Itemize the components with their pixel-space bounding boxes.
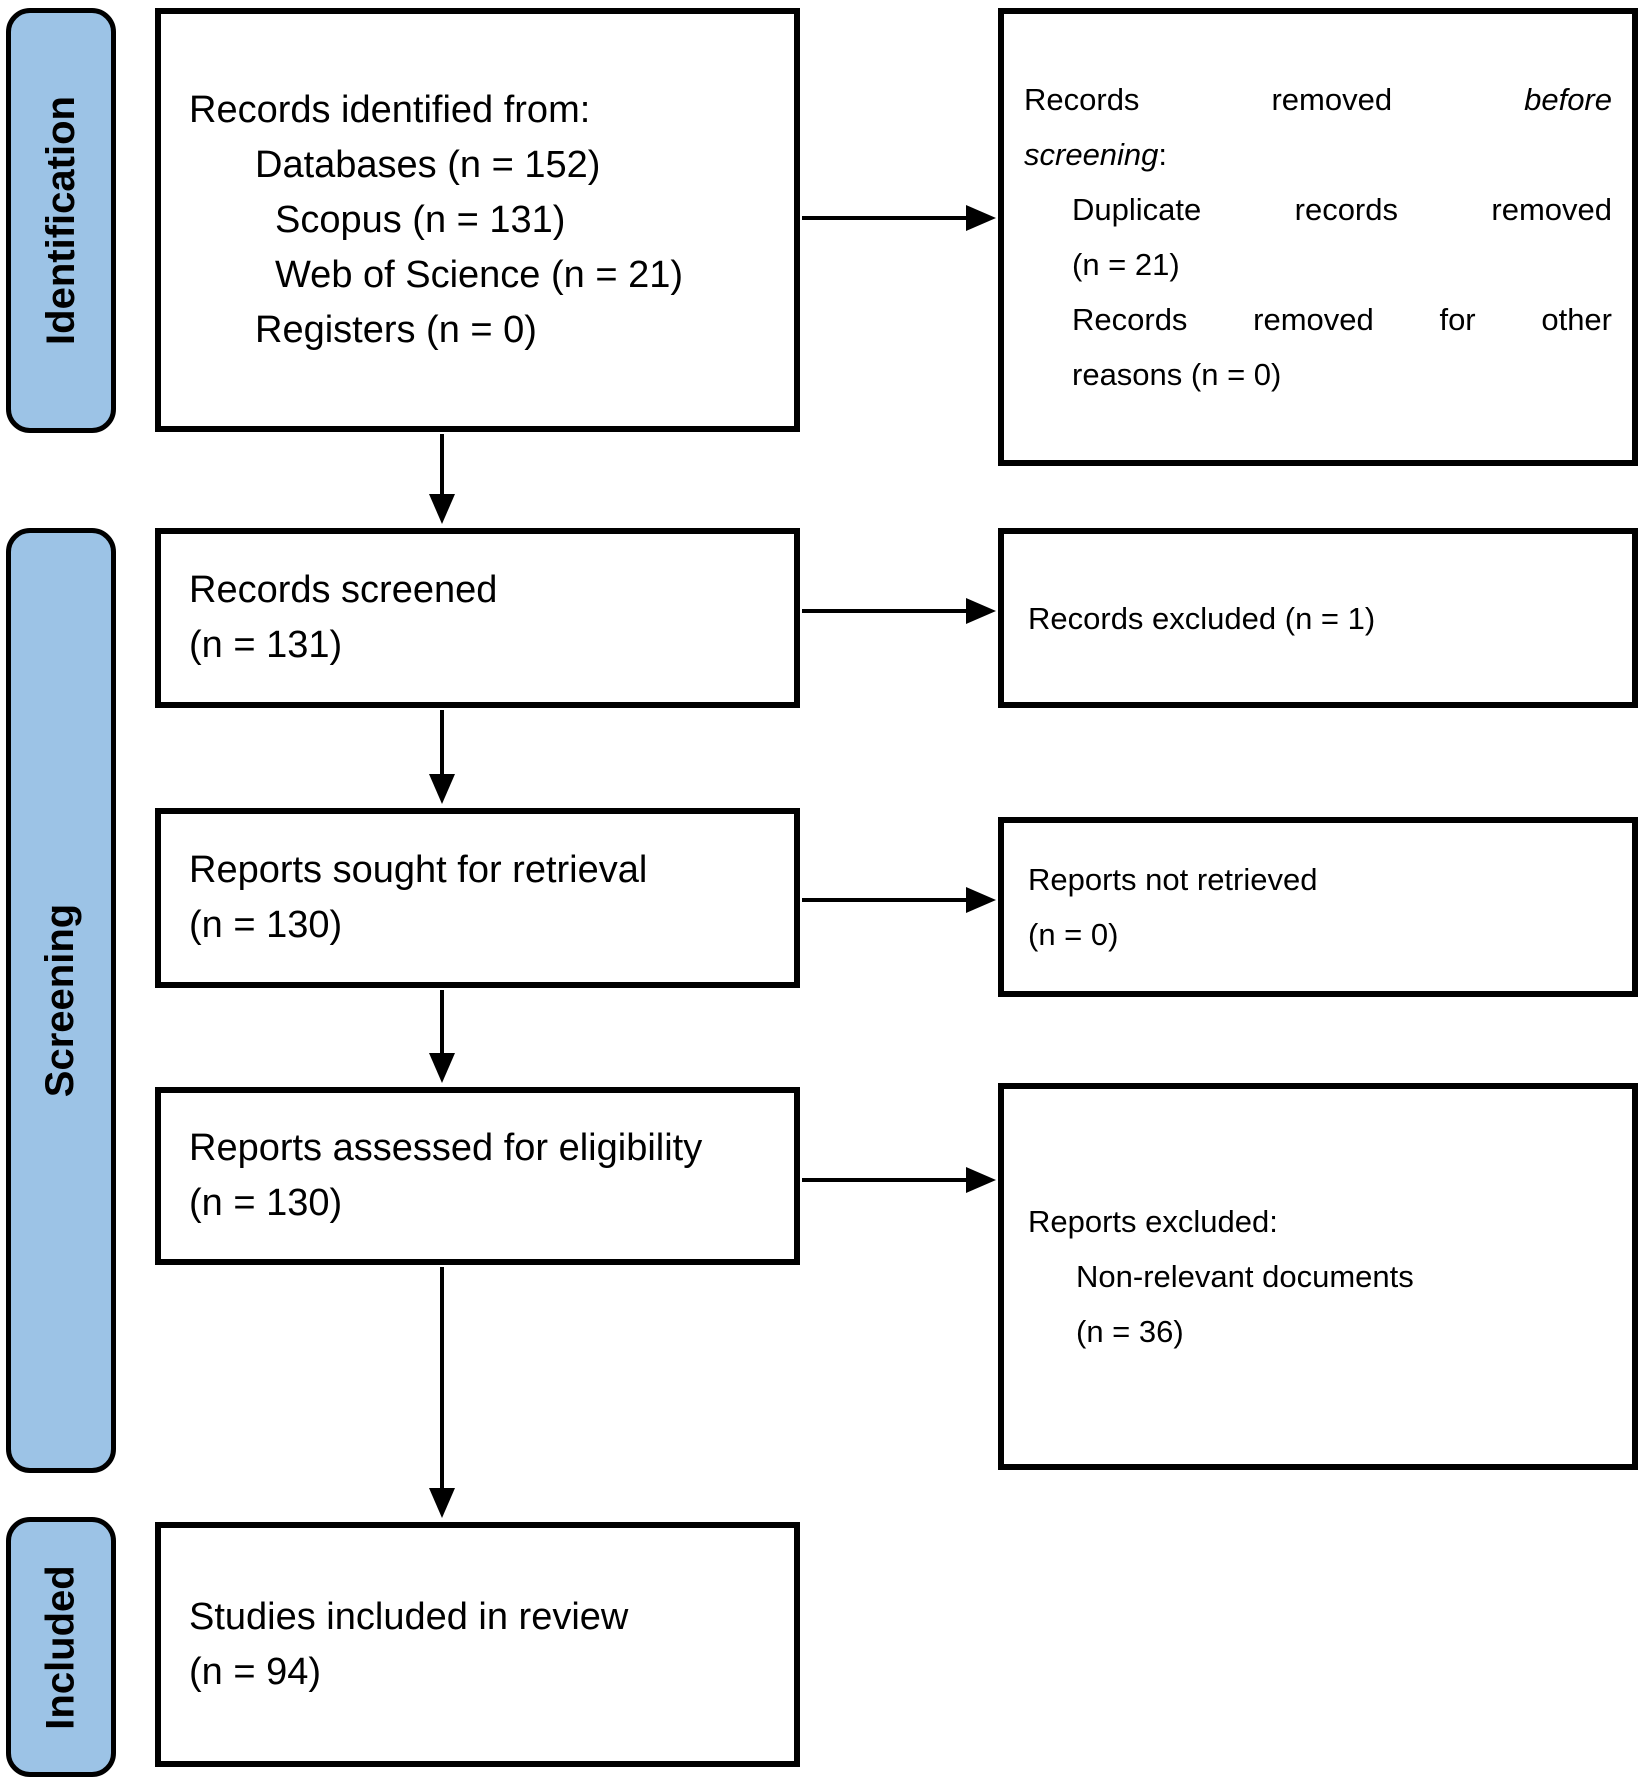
text-line: (n = 94) bbox=[189, 1650, 322, 1693]
arrow-identified-to-removed bbox=[802, 205, 996, 231]
arrow-screened-to-excluded bbox=[802, 598, 996, 624]
text-line: Web of Science (n = 21) bbox=[275, 253, 684, 296]
text-line: screening: bbox=[1024, 127, 1612, 182]
arrow-sought-to-assessed bbox=[429, 990, 455, 1083]
box-reports-assessed-for-eligibility: Reports assessed for eligibility (n = 13… bbox=[155, 1087, 800, 1265]
box-studies-included-in-review: Studies included in review (n = 94) bbox=[155, 1522, 800, 1767]
stage-label-text: Identification bbox=[38, 96, 83, 345]
stage-label-included: Included bbox=[6, 1517, 116, 1777]
box-records-excluded: Records excluded (n = 1) bbox=[998, 528, 1638, 708]
text-line: Reports excluded: bbox=[1028, 1204, 1278, 1239]
text-line: Reports assessed for eligibility bbox=[189, 1127, 703, 1169]
text-line: Records removed for other bbox=[1072, 302, 1612, 337]
arrow-assessed-to-included bbox=[429, 1267, 455, 1518]
text-line: Studies included in review bbox=[189, 1595, 629, 1638]
text-line: reasons (n = 0) bbox=[1072, 357, 1282, 392]
stage-label-text: Screening bbox=[38, 903, 83, 1098]
text-line: (n = 130) bbox=[189, 1182, 343, 1224]
box-records-screened: Records screened (n = 131) bbox=[155, 528, 800, 708]
text-line: Non-relevant documents bbox=[1076, 1259, 1414, 1294]
arrow-sought-to-not-retrieved bbox=[802, 887, 996, 913]
arrow-screened-to-sought bbox=[429, 710, 455, 804]
text-line: (n = 131) bbox=[189, 624, 343, 666]
text-line: (n = 0) bbox=[1028, 917, 1119, 952]
box-records-removed-before-screening: Records removed before screening: Duplic… bbox=[998, 8, 1638, 466]
text-line: Scopus (n = 131) bbox=[275, 198, 566, 241]
box-records-identified: Records identified from: Databases (n = … bbox=[155, 8, 800, 432]
text-line: Records identified from: bbox=[189, 88, 591, 131]
text-line: Registers (n = 0) bbox=[255, 308, 537, 351]
text-line: (n = 130) bbox=[189, 904, 343, 946]
stage-label-identification: Identification bbox=[6, 8, 116, 433]
stage-label-text: Included bbox=[38, 1564, 83, 1730]
text-line: (n = 21) bbox=[1072, 247, 1180, 282]
text-segment-italic: before bbox=[1524, 82, 1612, 117]
text-line: Records screened bbox=[189, 569, 498, 611]
text-line: Records removed before bbox=[1024, 72, 1612, 127]
text-line: Reports not retrieved bbox=[1028, 862, 1318, 897]
text-line: (n = 36) bbox=[1076, 1314, 1184, 1349]
text-line: Reports sought for retrieval bbox=[189, 849, 648, 891]
text-line: Duplicate records removed bbox=[1072, 192, 1612, 227]
text-segment: Records removed bbox=[1024, 82, 1393, 117]
box-reports-sought-for-retrieval: Reports sought for retrieval (n = 130) bbox=[155, 808, 800, 988]
arrow-assessed-to-reports-excluded bbox=[802, 1167, 996, 1193]
text-segment: : bbox=[1158, 137, 1168, 172]
stage-label-screening: Screening bbox=[6, 528, 116, 1473]
arrow-identified-to-screened bbox=[429, 434, 455, 524]
box-reports-excluded: Reports excluded: Non-relevant documents… bbox=[998, 1083, 1638, 1470]
text-line: Databases (n = 152) bbox=[255, 143, 601, 186]
text-line: Records excluded (n = 1) bbox=[1028, 600, 1376, 636]
box-reports-not-retrieved: Reports not retrieved (n = 0) bbox=[998, 817, 1638, 997]
text-segment-italic: screening bbox=[1024, 137, 1159, 172]
